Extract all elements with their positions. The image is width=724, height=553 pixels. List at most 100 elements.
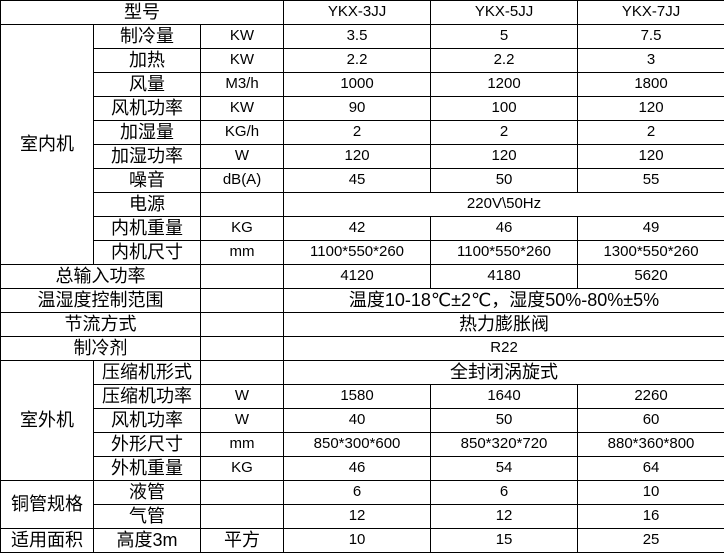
- table-row: 内机尺寸 mm 1100*550*260 1100*550*260 1300*550*2…: [1, 240, 724, 265]
- table-cell: 外形尺寸: [93, 432, 201, 457]
- table-cell: 46: [430, 216, 579, 241]
- table-cell: 加热: [93, 48, 201, 73]
- table-row: 内机重量 KG 42 46 49: [1, 216, 724, 241]
- table-cell: 风机功率: [93, 96, 201, 121]
- table-cell: 风量: [93, 72, 201, 97]
- table-cell: [199, 192, 285, 217]
- table-row: 适用面积 高度3m 平方 10 15 25: [0, 528, 724, 553]
- table-cell: 制冷剂: [0, 336, 201, 361]
- table-cell: [199, 504, 285, 529]
- table-cell: [199, 264, 285, 289]
- table-cell: 全封闭涡旋式: [283, 360, 724, 385]
- table-cell: KG/h: [199, 120, 285, 145]
- table-cell: 外机重量: [93, 456, 201, 481]
- table-cell: 54: [430, 456, 579, 481]
- table-cell: 850*300*600: [283, 432, 432, 457]
- table-cell: W: [199, 384, 285, 409]
- table-cell: 16: [577, 504, 724, 529]
- table-cell: 型号: [0, 0, 285, 25]
- table-row: 室内机 制冷量 KW 3.5 5 7.5: [0, 24, 724, 265]
- table-cell: 120: [577, 96, 724, 121]
- table-row: 气管 12 12 16: [1, 504, 724, 529]
- table-cell: KG: [199, 216, 285, 241]
- table-row: 压缩机功率 W 1580 1640 2260: [1, 384, 724, 409]
- table-cell: KW: [199, 48, 285, 73]
- table-row: 加热 KW 2.2 2.2 3: [1, 48, 724, 73]
- table-row: 制冷剂 R22: [0, 336, 724, 361]
- table-cell: 45: [283, 168, 432, 193]
- table-row: 电源 220V\50Hz: [1, 192, 724, 217]
- table-row: 外机重量 KG 46 54 64: [1, 456, 724, 481]
- table-cell: mm: [199, 432, 285, 457]
- table-cell: 3.5: [283, 24, 432, 49]
- table-cell: 3: [577, 48, 724, 73]
- table-cell: 5: [430, 24, 579, 49]
- table-cell: 4180: [430, 264, 579, 289]
- table-cell: 1300*550*260: [577, 240, 724, 265]
- table-cell: 40: [283, 408, 432, 433]
- table-cell: 压缩机形式: [93, 360, 201, 385]
- table-cell: 120: [283, 144, 432, 169]
- table-cell: 2: [430, 120, 579, 145]
- table-cell: 50: [430, 408, 579, 433]
- table-cell: 55: [577, 168, 724, 193]
- table-cell: 46: [283, 456, 432, 481]
- table-cell: 1200: [430, 72, 579, 97]
- table-cell: [199, 288, 285, 313]
- table-cell: 7.5: [577, 24, 724, 49]
- table-cell: W: [199, 144, 285, 169]
- table-cell: W: [199, 408, 285, 433]
- table-cell: R22: [283, 336, 724, 361]
- table-cell: 25: [577, 528, 724, 553]
- table-cell: 1640: [430, 384, 579, 409]
- table-cell: 适用面积: [0, 528, 94, 553]
- table-cell: 噪音: [93, 168, 201, 193]
- table-row: 铜管规格 液管 6 6 10: [0, 480, 724, 529]
- table-cell: 铜管规格: [0, 480, 94, 529]
- table-cell: mm: [199, 240, 285, 265]
- table-cell: YKX-5JJ: [430, 0, 579, 25]
- table-cell: 5620: [577, 264, 724, 289]
- table-row: 外形尺寸 mm 850*300*600 850*320*720 880*360*800: [1, 432, 724, 457]
- table-cell: 温度10-18℃±2℃，湿度50%-80%±5%: [283, 288, 724, 313]
- table-cell: 节流方式: [0, 312, 201, 337]
- table-row: 加湿功率 W 120 120 120: [1, 144, 724, 169]
- table-cell: 室内机: [0, 24, 94, 265]
- table-cell: 电源: [93, 192, 201, 217]
- table-row: 型号 YKX-3JJ YKX-5JJ YKX-7JJ: [0, 0, 724, 25]
- table-cell: KW: [199, 96, 285, 121]
- table-cell: 120: [577, 144, 724, 169]
- table-cell: [199, 336, 285, 361]
- table-cell: 2260: [577, 384, 724, 409]
- table-cell: 温湿度控制范围: [0, 288, 201, 313]
- table-cell: 850*320*720: [430, 432, 579, 457]
- table-cell: M3/h: [199, 72, 285, 97]
- table-cell: 60: [577, 408, 724, 433]
- table-cell: 1100*550*260: [283, 240, 432, 265]
- table-cell: 42: [283, 216, 432, 241]
- table-row: 风机功率 W 40 50 60: [1, 408, 724, 433]
- table-cell: 液管: [93, 480, 201, 505]
- table-row: 总输入功率 4120 4180 5620: [0, 264, 724, 289]
- table-row: 节流方式 热力膨胀阀: [0, 312, 724, 337]
- table-cell: 压缩机功率: [93, 384, 201, 409]
- table-cell: YKX-7JJ: [577, 0, 724, 25]
- table-cell: 15: [430, 528, 579, 553]
- table-cell: 50: [430, 168, 579, 193]
- table-cell: 2: [283, 120, 432, 145]
- table-cell: [199, 480, 285, 505]
- table-cell: 气管: [93, 504, 201, 529]
- table-cell: 10: [283, 528, 432, 553]
- table-cell: 64: [577, 456, 724, 481]
- table-cell: dB(A): [199, 168, 285, 193]
- table-cell: 2.2: [430, 48, 579, 73]
- table-cell: 加湿功率: [93, 144, 201, 169]
- table-cell: 风机功率: [93, 408, 201, 433]
- table-cell: [199, 360, 285, 385]
- table-cell: 90: [283, 96, 432, 121]
- table-row: 室外机 压缩机形式 全封闭涡旋式: [0, 360, 724, 481]
- table-cell: 880*360*800: [577, 432, 724, 457]
- table-cell: 高度3m: [93, 528, 201, 553]
